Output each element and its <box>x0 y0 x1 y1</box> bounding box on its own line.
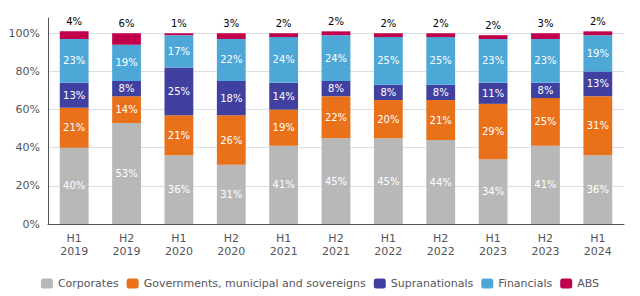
svg-text:2%: 2% <box>485 20 501 31</box>
svg-text:H1: H1 <box>276 232 291 245</box>
svg-text:23%: 23% <box>63 55 85 66</box>
svg-text:41%: 41% <box>273 179 295 190</box>
svg-text:8%: 8% <box>433 87 449 98</box>
svg-text:3%: 3% <box>223 18 239 29</box>
svg-text:2019: 2019 <box>113 245 141 258</box>
svg-text:2%: 2% <box>328 16 344 27</box>
svg-text:41%: 41% <box>534 179 556 190</box>
svg-text:H2: H2 <box>538 232 553 245</box>
svg-text:45%: 45% <box>377 176 399 187</box>
svg-text:26%: 26% <box>220 135 242 146</box>
svg-text:20%: 20% <box>16 179 40 192</box>
svg-text:2%: 2% <box>380 18 396 29</box>
svg-text:8%: 8% <box>538 85 554 96</box>
svg-text:80%: 80% <box>16 65 40 78</box>
svg-text:21%: 21% <box>63 122 85 133</box>
svg-text:3%: 3% <box>538 18 554 29</box>
svg-text:H1: H1 <box>171 232 186 245</box>
svg-text:8%: 8% <box>380 87 396 98</box>
svg-text:25%: 25% <box>168 86 190 97</box>
svg-text:0%: 0% <box>23 218 40 231</box>
svg-text:4%: 4% <box>66 16 82 27</box>
svg-text:2022: 2022 <box>427 245 455 258</box>
svg-text:6%: 6% <box>119 18 135 29</box>
svg-text:Financials: Financials <box>498 277 552 290</box>
svg-text:2024: 2024 <box>584 245 612 258</box>
svg-text:21%: 21% <box>430 115 452 126</box>
svg-text:36%: 36% <box>587 184 609 195</box>
svg-text:H2: H2 <box>328 232 343 245</box>
svg-text:1%: 1% <box>171 18 187 29</box>
svg-text:40%: 40% <box>16 141 40 154</box>
svg-text:2019: 2019 <box>60 245 88 258</box>
svg-text:18%: 18% <box>220 93 242 104</box>
svg-text:2023: 2023 <box>531 245 559 258</box>
svg-text:40%: 40% <box>63 180 85 191</box>
svg-text:17%: 17% <box>168 46 190 57</box>
svg-text:8%: 8% <box>119 83 135 94</box>
svg-text:Governments, municipal and sov: Governments, municipal and sovereigns <box>144 277 366 290</box>
svg-text:25%: 25% <box>377 55 399 66</box>
svg-text:23%: 23% <box>534 55 556 66</box>
svg-text:H1: H1 <box>590 232 605 245</box>
svg-text:60%: 60% <box>16 103 40 116</box>
svg-text:31%: 31% <box>587 120 609 131</box>
svg-text:14%: 14% <box>115 104 137 115</box>
svg-text:24%: 24% <box>273 54 295 65</box>
svg-text:2022: 2022 <box>374 245 402 258</box>
svg-text:H2: H2 <box>224 232 239 245</box>
svg-text:H2: H2 <box>433 232 448 245</box>
svg-text:13%: 13% <box>63 90 85 101</box>
svg-text:31%: 31% <box>220 189 242 200</box>
svg-text:H1: H1 <box>485 232 500 245</box>
svg-text:22%: 22% <box>325 112 347 123</box>
svg-text:25%: 25% <box>430 55 452 66</box>
svg-text:24%: 24% <box>325 53 347 64</box>
svg-text:H2: H2 <box>119 232 134 245</box>
svg-text:19%: 19% <box>587 48 609 59</box>
svg-text:45%: 45% <box>325 176 347 187</box>
svg-text:19%: 19% <box>273 122 295 133</box>
svg-text:100%: 100% <box>9 27 40 40</box>
svg-text:11%: 11% <box>482 88 504 99</box>
svg-text:23%: 23% <box>482 55 504 66</box>
svg-text:2021: 2021 <box>270 245 298 258</box>
svg-text:ABS: ABS <box>577 277 599 290</box>
svg-text:2021: 2021 <box>322 245 350 258</box>
svg-text:2%: 2% <box>276 18 292 29</box>
svg-text:Corporates: Corporates <box>58 277 119 290</box>
svg-text:2023: 2023 <box>479 245 507 258</box>
svg-text:25%: 25% <box>534 116 556 127</box>
svg-text:13%: 13% <box>587 78 609 89</box>
svg-text:2020: 2020 <box>165 245 193 258</box>
svg-text:34%: 34% <box>482 186 504 197</box>
svg-text:20%: 20% <box>377 114 399 125</box>
svg-text:14%: 14% <box>273 91 295 102</box>
svg-text:22%: 22% <box>220 54 242 65</box>
svg-text:Supranationals: Supranationals <box>391 277 474 290</box>
svg-text:36%: 36% <box>168 184 190 195</box>
svg-text:8%: 8% <box>328 83 344 94</box>
svg-text:2%: 2% <box>433 18 449 29</box>
svg-text:2%: 2% <box>590 16 606 27</box>
svg-text:29%: 29% <box>482 126 504 137</box>
svg-text:19%: 19% <box>115 57 137 68</box>
svg-text:H1: H1 <box>67 232 82 245</box>
svg-text:44%: 44% <box>430 177 452 188</box>
svg-text:21%: 21% <box>168 130 190 141</box>
svg-text:53%: 53% <box>115 168 137 179</box>
svg-text:2020: 2020 <box>217 245 245 258</box>
svg-text:H1: H1 <box>381 232 396 245</box>
